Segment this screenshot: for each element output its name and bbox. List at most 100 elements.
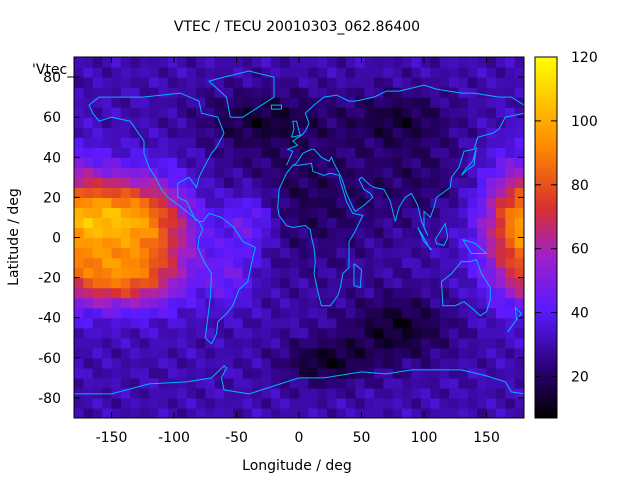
heatmap-cell <box>364 147 375 158</box>
heatmap-cell <box>411 257 422 269</box>
heatmap-cell <box>439 77 450 88</box>
heatmap-cell <box>402 297 413 309</box>
heatmap-cell <box>495 307 506 319</box>
heatmap-cell <box>477 97 488 108</box>
heatmap-cell <box>486 187 497 198</box>
heatmap-cell <box>242 277 253 289</box>
heatmap-cell <box>345 297 356 309</box>
heatmap-cell <box>158 307 169 319</box>
heatmap-cell <box>214 97 225 108</box>
colorbar-tick-label: 100 <box>571 114 598 130</box>
heatmap-cell <box>261 397 272 409</box>
heatmap-cell <box>149 297 159 309</box>
heatmap-cell <box>252 397 263 409</box>
heatmap-cell <box>195 117 206 128</box>
heatmap-cell <box>430 397 441 409</box>
heatmap-cell <box>439 337 450 349</box>
heatmap-cell <box>261 87 272 98</box>
heatmap-cell <box>355 237 366 249</box>
heatmap-cell <box>111 197 122 209</box>
heatmap-cell <box>486 357 497 369</box>
heatmap-cell <box>158 177 169 188</box>
heatmap-cell <box>111 217 122 229</box>
heatmap-cell <box>308 297 319 309</box>
heatmap-cell <box>102 197 113 209</box>
heatmap-cell <box>111 57 122 68</box>
heatmap-cell <box>327 307 338 319</box>
heatmap-cell <box>402 67 413 78</box>
heatmap-cell <box>242 347 253 359</box>
heatmap-cell <box>92 137 103 148</box>
heatmap-cell <box>392 267 403 279</box>
heatmap-cell <box>130 327 141 339</box>
heatmap-cell <box>102 137 113 148</box>
heatmap-cell <box>92 287 103 299</box>
heatmap-cell <box>317 97 328 108</box>
heatmap-cell <box>149 207 159 219</box>
heatmap-cell <box>280 367 291 379</box>
heatmap-cell <box>214 367 225 379</box>
heatmap-cell <box>336 197 347 209</box>
heatmap-cell <box>261 77 272 88</box>
heatmap-cell <box>261 127 272 138</box>
heatmap-cell <box>364 347 375 359</box>
heatmap-cell <box>74 357 84 369</box>
heatmap-cell <box>336 377 347 389</box>
heatmap-cell <box>195 267 206 279</box>
heatmap-cell <box>477 87 488 98</box>
heatmap-cell <box>130 127 141 138</box>
heatmap-cell <box>74 377 84 389</box>
heatmap-cell <box>92 167 103 178</box>
heatmap-cell <box>242 77 253 88</box>
heatmap-cell <box>467 137 478 148</box>
heatmap-cell <box>158 167 169 178</box>
heatmap-cell <box>495 337 506 349</box>
heatmap-cell <box>289 217 300 229</box>
heatmap-cell <box>233 77 244 88</box>
heatmap-cell <box>308 357 319 369</box>
heatmap-cell <box>308 317 319 329</box>
heatmap-cell <box>449 277 459 289</box>
heatmap-cell <box>383 167 394 178</box>
heatmap-cell <box>270 87 281 98</box>
heatmap-cell <box>186 327 197 339</box>
heatmap-cell <box>252 327 263 339</box>
heatmap-cell <box>374 167 384 178</box>
heatmap-cell <box>130 367 141 379</box>
heatmap-cell <box>74 117 84 128</box>
heatmap-cell <box>177 197 188 209</box>
heatmap-cell <box>327 337 338 349</box>
heatmap-cell <box>308 67 319 78</box>
x-axis: -150 -100 -50 0 50 100 150 <box>96 57 500 446</box>
heatmap-cell <box>214 227 225 239</box>
heatmap-cell <box>364 407 375 418</box>
heatmap-cell <box>420 317 431 329</box>
heatmap-cell <box>336 67 347 78</box>
heatmap-cell <box>280 287 291 299</box>
heatmap-cell <box>149 217 159 229</box>
heatmap-cell <box>477 317 488 329</box>
heatmap-cell <box>514 177 524 188</box>
heatmap-cell <box>317 227 328 239</box>
heatmap-cell <box>449 237 459 249</box>
heatmap-cell <box>92 67 103 78</box>
heatmap-cell <box>186 127 197 138</box>
heatmap-cell <box>92 187 103 198</box>
heatmap-cell <box>402 197 413 209</box>
heatmap-cell <box>177 117 188 128</box>
heatmap-cell <box>120 227 131 239</box>
heatmap-cell <box>449 177 459 188</box>
heatmap-cell <box>139 77 150 88</box>
y-axis-label: Latitude / deg <box>6 188 22 286</box>
heatmap-cell <box>327 287 338 299</box>
heatmap-cell <box>299 307 309 319</box>
heatmap-cell <box>242 107 253 118</box>
heatmap-cell <box>467 397 478 409</box>
heatmap-cell <box>411 407 422 418</box>
heatmap-cell <box>177 367 188 379</box>
heatmap-cell <box>495 387 506 399</box>
heatmap-cell <box>402 77 413 88</box>
heatmap-cell <box>158 187 169 198</box>
heatmap-cell <box>327 367 338 379</box>
heatmap-cell <box>467 287 478 299</box>
